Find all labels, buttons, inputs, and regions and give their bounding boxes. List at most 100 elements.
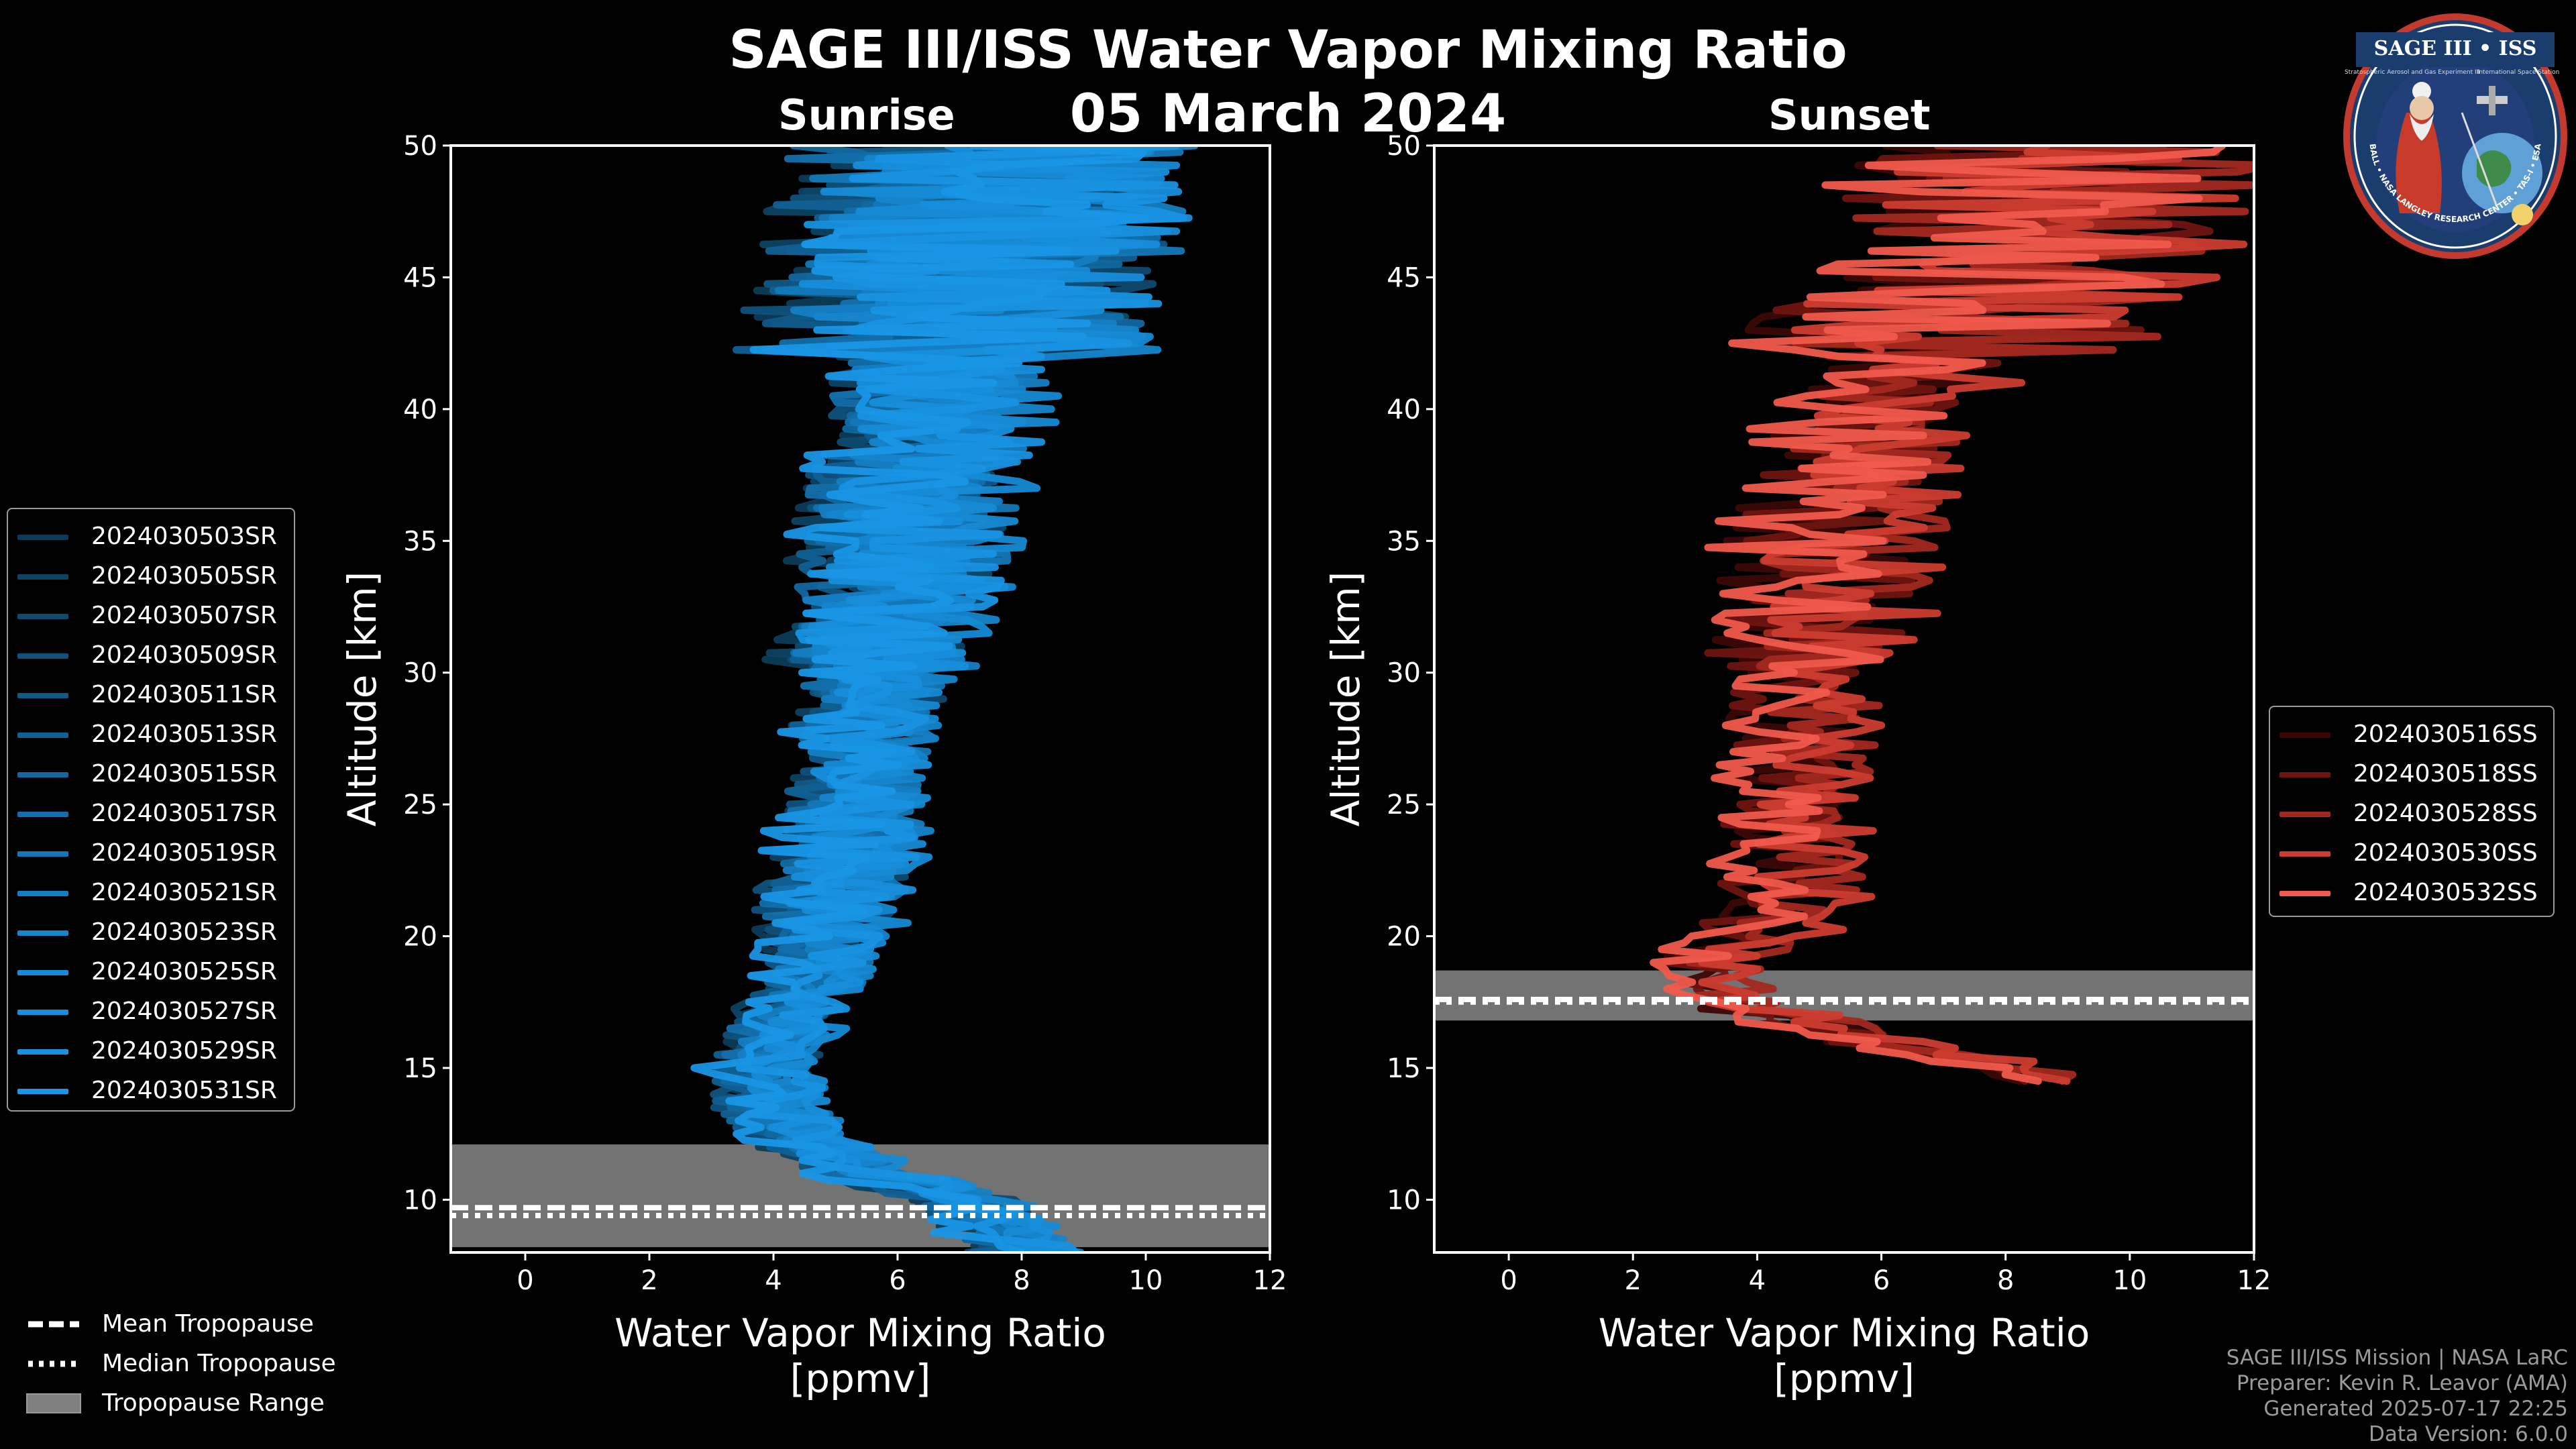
sunrise-xtick-label: 0 [517,1265,533,1296]
legend-swatch [17,693,68,698]
sunset-ytick-label: 35 [1387,526,1421,557]
tropopause-legend: Mean Tropopause Median Tropopause Tropop… [20,1305,423,1439]
chart-title: SAGE III/ISS Water Vapor Mixing Ratio [729,20,1847,80]
sage-iii-iss-logo: SAGE III • ISS Stratospheric Aerosol and… [2343,13,2567,259]
sunset-ytick-label: 45 [1387,262,1421,293]
legend-label-range: Tropopause Range [102,1389,325,1417]
legend-label: 2024030519SR [91,839,277,867]
range-swatch-icon [26,1393,81,1413]
sunset-ytick-label: 20 [1387,922,1421,953]
sunset-xlabel: Water Vapor Mixing Ratio [1599,1310,2090,1356]
sunrise-ytick-label: 40 [403,394,437,425]
credit-preparer: Preparer: Kevin R. Leavor (AMA) [2236,1371,2568,1395]
sunset-xtick-label: 8 [1997,1265,2014,1296]
sunrise-xlabel: [ppmv] [790,1356,931,1401]
median-line-icon [28,1360,79,1367]
sunrise-plot-area [451,146,1270,1252]
sunrise-ytick-label: 45 [403,262,437,293]
legend-label: 2024030527SR [91,998,277,1025]
legend-item-2024030531SR: 2024030531SR [8,1071,294,1111]
sunrise-ytick-label: 10 [403,1185,437,1216]
sunset-plot-area [1434,146,2254,1085]
legend-swatch [2279,733,2330,738]
sunset-xtick-label: 12 [2237,1265,2271,1296]
legend-swatch [17,812,68,817]
legend-item-2024030505SR: 2024030505SR [8,557,294,596]
sunset-ytick-label: 50 [1387,131,1421,162]
legend-label: 2024030518SS [2353,760,2538,788]
sunrise-xtick-label: 12 [1253,1265,1287,1296]
sunrise-axes-frame [449,144,1271,1254]
sunrise-ylabel: Altitude [km] [339,572,385,826]
sunrise-ytick-label: 20 [403,922,437,953]
chart-date: 05 March 2024 [1069,84,1507,144]
sunset-xtick-label: 6 [1873,1265,1890,1296]
legend-swatch [17,653,68,659]
legend-swatch [17,733,68,738]
sunset-ytick-label: 15 [1387,1053,1421,1084]
legend-item-2024030518SS: 2024030518SS [2270,755,2553,794]
sunset-xtick-label: 10 [2112,1265,2147,1296]
legend-swatch [2279,851,2330,857]
legend-item-2024030517SR: 2024030517SR [8,794,294,834]
legend-item-2024030529SR: 2024030529SR [8,1032,294,1071]
legend-item-2024030525SR: 2024030525SR [8,953,294,992]
legend-label: 2024030528SS [2353,800,2538,827]
legend-item-2024030523SR: 2024030523SR [8,913,294,953]
legend-label: 2024030509SR [91,641,277,669]
sunrise-ytick-label: 25 [403,790,437,820]
legend-swatch [17,1089,68,1094]
logo-subtitle-left: Stratospheric Aerosol and Gas Experiment… [2345,69,2480,76]
legend-label: 2024030511SR [91,681,277,708]
sunset-ytick-label: 40 [1387,394,1421,425]
legend-item-2024030513SR: 2024030513SR [8,715,294,755]
legend-label: 2024030531SR [91,1077,277,1104]
sunset-axes-frame [1433,144,2255,1254]
legend-item-2024030507SR: 2024030507SR [8,596,294,636]
mean-line-icon [28,1321,79,1328]
legend-item-2024030521SR: 2024030521SR [8,873,294,913]
sunrise-xtick-label: 4 [765,1265,782,1296]
legend-item-2024030528SS: 2024030528SS [2270,794,2553,834]
legend-label: 2024030525SR [91,958,277,985]
sunset-xtick-label: 4 [1749,1265,1766,1296]
legend-item-2024030532SS: 2024030532SS [2270,873,2553,913]
sunset-ytick-label: 10 [1387,1185,1421,1216]
legend-item-2024030509SR: 2024030509SR [8,636,294,676]
legend-item-median: Median Tropopause [20,1344,423,1384]
legend-item-2024030519SR: 2024030519SR [8,834,294,873]
sunset-tropopause-range [1434,970,2254,1021]
legend-swatch [17,614,68,619]
sunrise-xtick-label: 2 [641,1265,657,1296]
legend-swatch [17,574,68,580]
sunrise-legend: 2024030503SR 2024030505SR 2024030507SR 2024… [7,508,295,1112]
legend-swatch [17,1049,68,1055]
legend-label: 2024030517SR [91,800,277,827]
sunrise-xtick-label: 10 [1129,1265,1163,1296]
legend-swatch [17,891,68,896]
sunrise-panel-title: Sunrise [778,91,955,140]
legend-label: 2024030529SR [91,1037,277,1065]
legend-label: 2024030503SR [91,523,277,550]
sunset-ytick-label: 25 [1387,790,1421,820]
sunrise-ytick-label: 35 [403,526,437,557]
credit-mission: SAGE III/ISS Mission | NASA LaRC [2226,1346,2568,1370]
legend-swatch [17,930,68,936]
sunset-xtick-label: 2 [1625,1265,1642,1296]
legend-item-2024030530SS: 2024030530SS [2270,834,2553,873]
sunset-legend: 2024030516SS 2024030518SS 2024030528SS 2024… [2269,706,2555,917]
legend-label: 2024030532SS [2353,879,2538,906]
legend-item-mean: Mean Tropopause [20,1305,423,1344]
sunrise-ytick-label: 30 [403,658,437,689]
legend-swatch [2279,772,2330,777]
sunset-series-2024030532SS [1650,146,2226,1085]
sunrise-xlabel: Water Vapor Mixing Ratio [614,1310,1106,1356]
sunset-xtick-label: 0 [1500,1265,1517,1296]
sunset-xlabel: [ppmv] [1774,1356,1915,1401]
legend-item-2024030527SR: 2024030527SR [8,992,294,1032]
sunrise-xtick-label: 8 [1013,1265,1030,1296]
legend-label-median: Median Tropopause [102,1350,336,1377]
legend-item-2024030516SS: 2024030516SS [2270,715,2553,755]
sunrise-series-2024030531SR [690,146,1150,1252]
